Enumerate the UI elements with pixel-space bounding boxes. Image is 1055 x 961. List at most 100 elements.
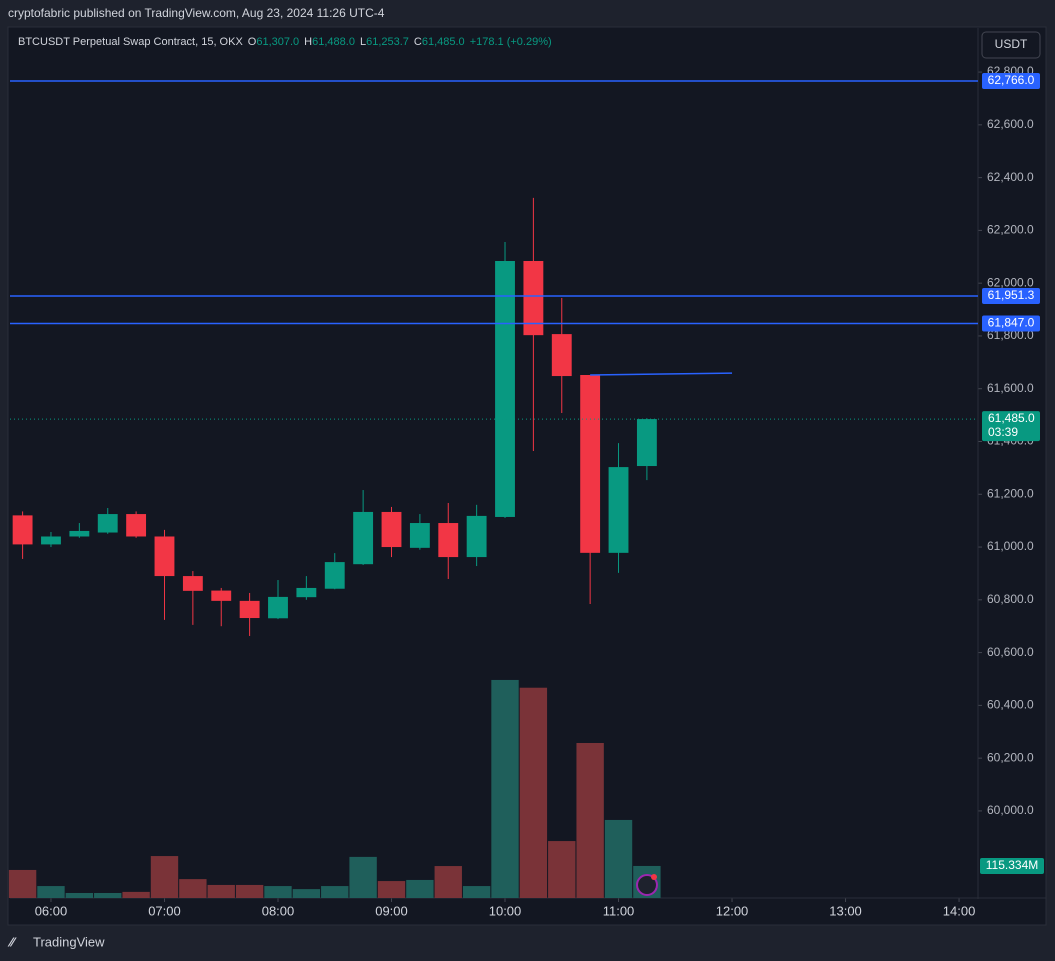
volume-bar (292, 889, 321, 898)
change: +178.1 (+0.29%) (470, 36, 552, 48)
candle-body (580, 374, 601, 553)
y-tick-label: 62,600.0 (987, 117, 1034, 131)
candle-body (211, 590, 232, 601)
candle-body (466, 515, 487, 558)
alert-dot (651, 874, 657, 880)
o-value: 61,307.0 (256, 36, 299, 48)
candle-body (636, 419, 657, 467)
h-key: H (304, 36, 312, 48)
volume-bar (604, 819, 633, 898)
candle-body (182, 576, 203, 591)
l-key: L (360, 36, 366, 48)
x-tick-label: 08:00 (262, 903, 295, 918)
y-tick-label: 60,800.0 (987, 592, 1034, 606)
x-tick-label: 06:00 (35, 903, 68, 918)
candle-body (69, 530, 90, 537)
brand-mark: ⁄⁄ (7, 934, 17, 949)
volume-tag (980, 857, 1044, 874)
candle-body (97, 514, 118, 533)
volume-bar (122, 891, 150, 898)
last-price-label: 61,485.0 (988, 411, 1035, 425)
x-tick-label: 11:00 (603, 903, 635, 918)
price-line-tag (982, 73, 1040, 90)
candle-body (154, 536, 175, 577)
c-key: C (414, 36, 422, 48)
candle-body (268, 596, 288, 619)
x-tick-label: 14:00 (943, 903, 976, 918)
trend-line (590, 372, 733, 376)
volume-bar (349, 856, 377, 898)
price-line-tag (982, 315, 1040, 332)
y-tick-label: 61,200.0 (987, 486, 1034, 500)
currency[interactable]: USDT (995, 37, 1028, 51)
volume-bar (207, 884, 235, 898)
volume-bar (491, 679, 519, 898)
legend: BTCUSDT Perpetual Swap Contract, 15, OKX… (18, 36, 552, 48)
x-tick-label: 07:00 (148, 903, 181, 918)
price-line-tag (982, 288, 1040, 305)
volume-bar (8, 869, 37, 898)
y-tick-label: 60,000.0 (987, 803, 1034, 817)
volume-bar (434, 866, 462, 898)
candle-body (438, 523, 459, 558)
title: BTCUSDT Perpetual Swap Contract, 15, OKX (18, 36, 243, 48)
volume-label: 115.334M (986, 858, 1038, 872)
y-tick-label: 60,200.0 (987, 750, 1034, 764)
candle-body (41, 536, 61, 545)
h-value: 61,488.0 (312, 36, 355, 48)
candle-body (126, 514, 147, 537)
x-tick-label: 12:00 (716, 903, 749, 918)
volume-bar (150, 856, 179, 898)
last-price-tag (982, 411, 1040, 442)
candle-body (551, 334, 572, 377)
brand: TradingView (33, 934, 105, 949)
candle-body (296, 587, 317, 598)
candle-body (409, 523, 430, 548)
y-tick-label: 62,400.0 (987, 170, 1034, 184)
candle-body (381, 511, 402, 548)
candle-body (12, 515, 33, 545)
candle-body (353, 511, 374, 565)
countdown: 03:39 (988, 425, 1018, 439)
y-tick-label: 61,000.0 (987, 539, 1034, 553)
l-value: 61,253.7 (366, 36, 409, 48)
volume-bar (264, 886, 292, 898)
volume-bar (377, 881, 406, 898)
x-tick-label: 13:00 (829, 903, 862, 918)
volume-bar (519, 687, 548, 898)
volume-bar (462, 886, 491, 898)
c-value: 61,485.0 (422, 36, 465, 48)
candle-body (495, 261, 515, 517)
y-tick-label: 62,000.0 (987, 275, 1034, 289)
price-line-label: 61,951.3 (988, 288, 1035, 302)
candle-body (523, 261, 544, 336)
alert-icon (636, 874, 658, 896)
y-tick-label: 61,600.0 (987, 381, 1034, 395)
price-line-label: 62,766.0 (988, 73, 1035, 87)
o-key: O (248, 36, 257, 48)
x-tick-label: 09:00 (375, 903, 408, 918)
volume-bar (576, 743, 604, 898)
volume-bar (179, 879, 207, 898)
volume-bar (65, 893, 94, 898)
currency-button[interactable] (981, 31, 1041, 59)
price-line-label: 61,847.0 (988, 316, 1035, 330)
y-tick-label: 61,800.0 (987, 328, 1034, 342)
y-tick-label: 60,600.0 (987, 645, 1034, 659)
volume-bar (321, 886, 349, 898)
y-tick-label: 62,200.0 (987, 223, 1034, 237)
symbol: BTCUSDT Perpetual Swap Contract, 15, OKX… (18, 36, 552, 48)
x-tick-label: 10:00 (489, 903, 522, 918)
volume-bar (37, 886, 65, 898)
publisher: cryptofabric published on TradingView.co… (8, 6, 385, 20)
volume-bar (94, 893, 122, 898)
candle-body (608, 467, 629, 553)
volume-bar (548, 841, 576, 898)
volume-bar (406, 879, 434, 898)
candle-body (239, 600, 260, 619)
y-tick-label: 60,400.0 (987, 698, 1034, 712)
candle-body (324, 562, 345, 589)
volume-bar (235, 884, 264, 898)
